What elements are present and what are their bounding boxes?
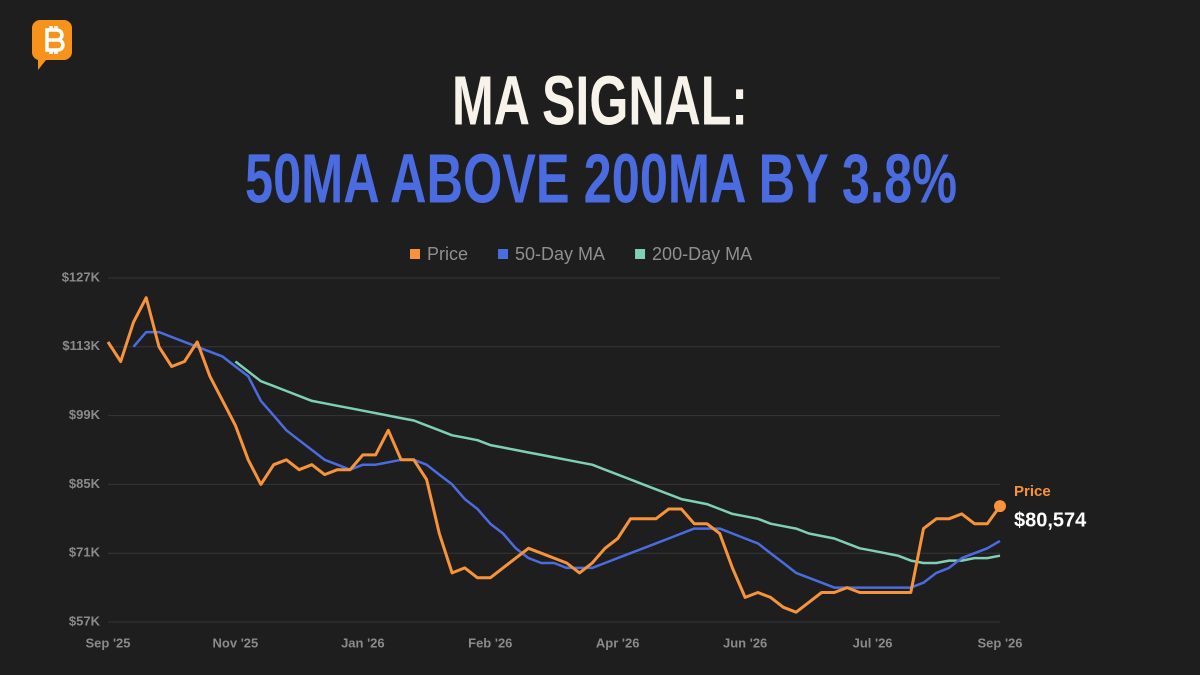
end-label-value: $80,574: [1014, 509, 1087, 531]
legend-swatch: [410, 249, 420, 259]
y-tick-label: $127K: [62, 269, 101, 284]
legend-label: 200-Day MA: [652, 244, 752, 264]
legend-label: 50-Day MA: [515, 244, 605, 264]
x-tick-label: Sep '25: [85, 635, 130, 650]
legend: Price 50-Day MA 200-Day MA: [410, 244, 752, 264]
x-tick-label: Jan '26: [341, 635, 385, 650]
end-point: [994, 500, 1006, 513]
x-tick-label: Jul '26: [853, 635, 893, 650]
x-tick-label: Nov '25: [213, 635, 259, 650]
y-tick-label: $57K: [69, 613, 101, 628]
x-tick-label: Apr '26: [596, 635, 640, 650]
series-line: [132, 330, 1001, 589]
x-tick-label: Sep '26: [977, 635, 1022, 650]
x-tick-label: Feb '26: [468, 635, 512, 650]
legend-label: Price: [427, 244, 468, 264]
chart-subtitle: 50MA ABOVE 200MA BY 3.8%: [245, 139, 957, 217]
y-tick-label: $113K: [62, 338, 100, 353]
series-line: [234, 360, 1001, 565]
legend-swatch: [498, 249, 509, 259]
end-label-name: Price: [1014, 483, 1051, 500]
x-tick-label: Jun '26: [723, 635, 767, 650]
y-tick-label: $71K: [69, 545, 101, 560]
series-line: [106, 296, 1002, 614]
legend-swatch: [635, 249, 646, 259]
y-tick-label: $85K: [69, 476, 101, 491]
y-tick-label: $99K: [69, 407, 101, 422]
chart-title: MA SIGNAL:: [452, 61, 748, 139]
logo: [31, 20, 72, 70]
